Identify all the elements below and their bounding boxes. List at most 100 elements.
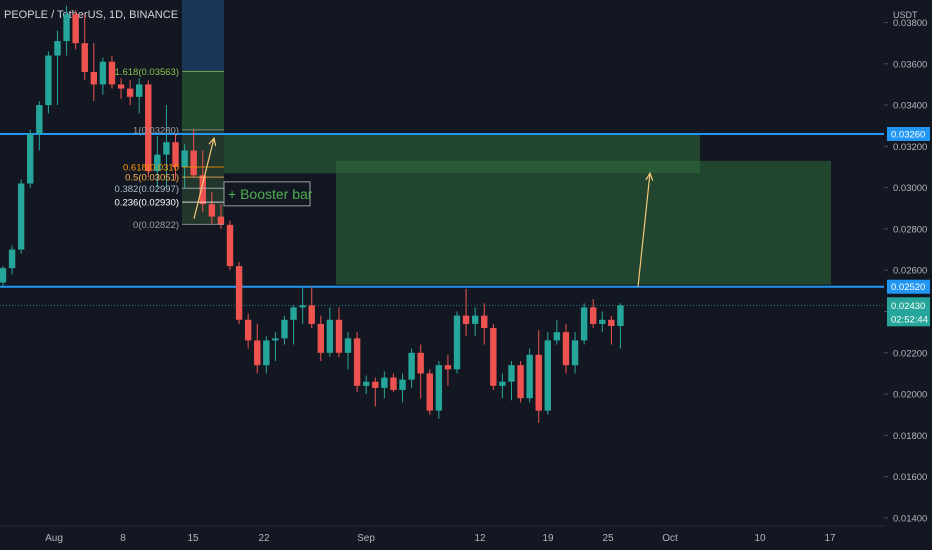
candle-body — [90, 72, 97, 85]
candle-body — [571, 340, 579, 366]
candle[interactable] — [81, 14, 88, 81]
y-tick-label: 0.03800 — [893, 18, 927, 29]
candle[interactable] — [381, 371, 388, 399]
candle[interactable] — [590, 299, 597, 329]
candle[interactable] — [490, 323, 497, 390]
candle[interactable] — [599, 311, 606, 333]
candle[interactable] — [390, 373, 397, 393]
candle[interactable] — [417, 344, 424, 399]
candle[interactable] — [45, 51, 52, 114]
level-price-tag[interactable] — [887, 279, 930, 294]
candle[interactable] — [344, 332, 352, 370]
candle[interactable] — [481, 303, 488, 345]
candle[interactable] — [63, 6, 70, 56]
candle[interactable] — [326, 307, 334, 357]
candle[interactable] — [299, 286, 306, 324]
candle[interactable] — [190, 129, 197, 178]
candle[interactable] — [54, 30, 61, 106]
candle-body — [562, 332, 570, 366]
candle[interactable] — [226, 220, 234, 271]
level-price-tag-label: 0.03260 — [891, 129, 925, 140]
candle[interactable] — [435, 361, 443, 419]
candle[interactable] — [208, 191, 216, 225]
candle[interactable] — [444, 354, 452, 386]
candle[interactable] — [163, 105, 170, 188]
candle[interactable] — [608, 315, 615, 345]
candle[interactable] — [426, 369, 433, 415]
candle[interactable] — [508, 361, 515, 401]
current-price-tag[interactable] — [887, 297, 930, 327]
candle[interactable] — [263, 336, 270, 374]
candle-body — [208, 204, 216, 217]
candle[interactable] — [99, 57, 107, 95]
candle[interactable] — [108, 55, 116, 89]
y-tick-label: 0.01600 — [893, 472, 927, 483]
candle[interactable] — [553, 319, 561, 345]
candle[interactable] — [117, 78, 125, 99]
candle[interactable] — [462, 288, 470, 337]
candle[interactable] — [154, 136, 161, 188]
fib-level-label: 0(0.02822) — [133, 220, 179, 231]
candle[interactable] — [399, 373, 406, 403]
candle[interactable] — [235, 261, 243, 324]
candle-body — [244, 319, 252, 341]
candle-body — [453, 315, 461, 370]
candle-body — [599, 319, 606, 324]
candle[interactable] — [145, 80, 152, 178]
candle[interactable] — [8, 245, 16, 275]
projection-arrow-1 — [193, 136, 217, 219]
candle[interactable] — [571, 332, 579, 374]
candle[interactable] — [281, 315, 288, 345]
candle[interactable] — [308, 286, 315, 329]
candle[interactable] — [526, 348, 533, 403]
candle[interactable] — [499, 373, 506, 399]
candle[interactable] — [90, 43, 97, 101]
candle[interactable] — [181, 144, 188, 188]
fib-target-zone — [182, 71, 224, 130]
candle[interactable] — [517, 361, 524, 403]
candle[interactable] — [36, 100, 43, 151]
candle[interactable] — [544, 332, 551, 415]
candle[interactable] — [126, 80, 134, 106]
candle[interactable] — [272, 332, 279, 362]
candle[interactable] — [363, 375, 370, 395]
annotation-box[interactable] — [223, 181, 311, 207]
y-tick-label: 0.03000 — [893, 183, 927, 194]
y-tick-label: 0.01800 — [893, 431, 927, 442]
candle-body — [17, 183, 25, 250]
countdown-label: 02:52:44 — [891, 314, 928, 325]
candle[interactable] — [27, 129, 34, 188]
candle[interactable] — [0, 266, 7, 287]
candle[interactable] — [335, 307, 343, 357]
target-zone-lower — [336, 160, 831, 285]
candle[interactable] — [172, 133, 179, 180]
candle[interactable] — [580, 303, 588, 345]
candle-body — [344, 338, 352, 353]
level-price-tag[interactable] — [887, 126, 930, 141]
candle[interactable] — [254, 323, 261, 374]
candle-body — [580, 307, 588, 341]
candle-body — [381, 377, 388, 388]
candle[interactable] — [136, 78, 143, 114]
candle[interactable] — [372, 377, 379, 407]
y-axis-currency: USDT — [893, 10, 918, 20]
candle[interactable] — [290, 305, 297, 345]
fib-extension-zone — [182, 0, 224, 72]
y-tick-label: 0.03200 — [893, 142, 927, 153]
candle[interactable] — [535, 330, 542, 423]
candle[interactable] — [244, 313, 252, 349]
candle[interactable] — [408, 348, 415, 388]
candle-body — [481, 315, 488, 329]
candle[interactable] — [471, 307, 479, 337]
x-tick-label: 8 — [120, 533, 126, 544]
y-tick-label: 0.03600 — [893, 59, 927, 70]
candle-body — [290, 307, 297, 320]
candle[interactable] — [617, 303, 624, 349]
candle[interactable] — [17, 179, 25, 254]
candle[interactable] — [353, 332, 361, 393]
candle[interactable] — [562, 323, 570, 374]
candle[interactable] — [453, 311, 461, 374]
candle[interactable] — [72, 10, 79, 50]
candle[interactable] — [317, 315, 324, 362]
